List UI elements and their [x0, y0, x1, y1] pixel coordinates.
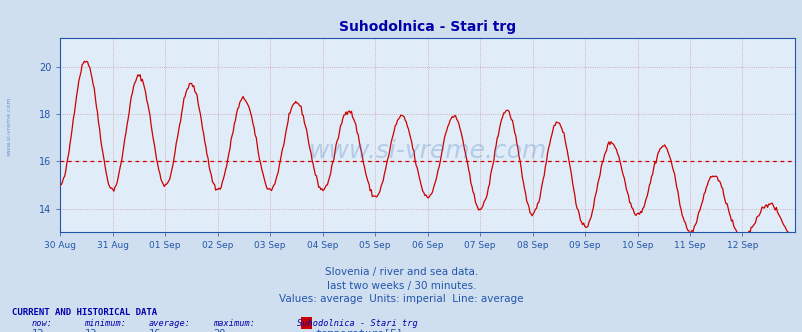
Text: Slovenia / river and sea data.: Slovenia / river and sea data.: [325, 267, 477, 277]
Title: Suhodolnica - Stari trg: Suhodolnica - Stari trg: [338, 20, 516, 34]
Text: temperature[F]: temperature[F]: [315, 329, 403, 332]
Text: now:: now:: [32, 319, 53, 328]
Text: www.si-vreme.com: www.si-vreme.com: [308, 139, 546, 163]
Text: CURRENT AND HISTORICAL DATA: CURRENT AND HISTORICAL DATA: [12, 308, 157, 317]
Text: last two weeks / 30 minutes.: last two weeks / 30 minutes.: [326, 281, 476, 290]
Text: 20: 20: [213, 329, 225, 332]
Text: 13: 13: [32, 329, 45, 332]
Text: Suhodolnica - Stari trg: Suhodolnica - Stari trg: [297, 319, 417, 328]
Text: Values: average  Units: imperial  Line: average: Values: average Units: imperial Line: av…: [279, 294, 523, 304]
Text: maximum:: maximum:: [213, 319, 254, 328]
Text: minimum:: minimum:: [84, 319, 126, 328]
Text: 13: 13: [84, 329, 97, 332]
Text: average:: average:: [148, 319, 190, 328]
Text: www.si-vreme.com: www.si-vreme.com: [6, 96, 11, 156]
Text: 16: 16: [148, 329, 161, 332]
